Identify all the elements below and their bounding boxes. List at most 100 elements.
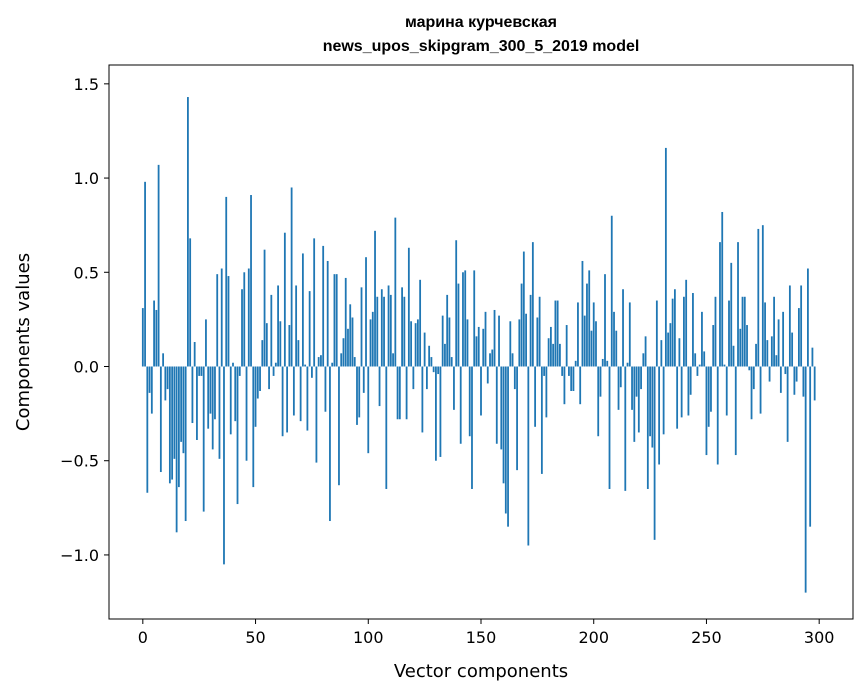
bar-271 [752,366,755,390]
bar-153 [486,366,489,384]
bar-12 [168,366,171,484]
bar-285 [784,366,787,375]
bar-187 [563,366,566,405]
plot-frame [108,64,854,620]
bar-74 [308,291,311,367]
bar-15 [175,366,178,533]
bar-67 [292,366,295,416]
bar-288 [791,332,794,367]
bar-281 [775,355,778,367]
bar-267 [743,296,746,367]
bar-216 [628,302,631,367]
bar-72 [304,364,307,367]
bar-46 [245,366,248,461]
bar-47 [247,268,250,367]
x-tick-label: 100 [353,628,384,647]
bar-194 [579,366,582,405]
bar-40 [232,362,234,367]
bar-91 [347,328,349,367]
bar-220 [637,366,640,433]
bar-223 [644,336,647,367]
bar-263 [734,366,737,456]
bar-184 [556,300,559,367]
bar-208 [610,215,613,367]
bar-41 [234,366,237,422]
bar-4 [150,366,153,414]
bar-118 [407,247,410,367]
bar-89 [342,338,345,367]
bar-111 [392,353,394,367]
x-axis-label: Vector components [394,661,568,682]
bar-246 [696,366,699,376]
bar-110 [389,294,392,367]
bar-158 [498,315,500,367]
bar-104 [376,296,379,367]
bar-27 [202,366,205,512]
bar-116 [403,296,406,367]
bar-55 [265,323,268,367]
bar-190 [570,366,573,391]
bar-0 [141,308,144,367]
bar-230 [660,340,663,367]
bar-160 [502,366,505,484]
bar-5 [153,300,155,367]
bar-81 [324,366,327,412]
bar-64 [286,366,289,433]
x-tick-label: 150 [466,628,497,647]
bar-236 [673,289,676,367]
bar-77 [315,366,318,463]
bar-36 [223,366,225,565]
bar-213 [622,289,624,367]
y-tick-label: −0.5 [60,452,99,471]
bar-240 [683,296,685,367]
chart-title-line-1: марина курчевская [405,14,557,31]
bar-162 [507,366,509,527]
bar-149 [477,326,480,367]
x-tick-label: 0 [138,628,148,647]
bar-257 [721,211,724,367]
bar-92 [349,304,352,367]
bar-182 [552,343,555,367]
bar-245 [694,353,697,367]
bar-66 [290,187,293,367]
bar-196 [583,315,586,367]
bar-291 [797,308,800,367]
bar-234 [669,323,672,367]
bar-38 [227,276,230,367]
bar-130 [435,366,437,461]
bar-252 [710,366,712,412]
bar-48 [250,195,252,367]
bar-65 [288,325,291,367]
bar-21 [189,238,192,367]
bar-127 [428,345,431,367]
bar-113 [396,366,399,420]
bar-278 [768,366,771,382]
bar-224 [646,366,649,489]
bar-145 [468,366,471,437]
bar-62 [281,366,284,437]
bar-157 [495,366,498,444]
bar-201 [595,321,597,367]
bar-99 [365,257,367,367]
bar-107 [383,296,385,367]
bar-231 [662,366,665,435]
bar-13 [171,366,174,480]
bar-203 [599,366,602,397]
bar-202 [597,366,600,437]
bar-120 [412,366,415,390]
bar-164 [511,353,514,367]
bar-146 [471,366,473,489]
bar-141 [459,366,462,444]
bar-8 [159,366,162,473]
bar-265 [739,328,742,367]
bar-125 [423,332,426,367]
bar-197 [586,283,588,367]
bar-166 [516,366,518,471]
bar-297 [811,347,814,367]
bar-154 [489,353,491,367]
bar-117 [405,366,408,420]
bar-98 [362,366,365,393]
bar-180 [547,338,550,367]
bar-28 [205,319,207,367]
bar-185 [559,343,561,367]
